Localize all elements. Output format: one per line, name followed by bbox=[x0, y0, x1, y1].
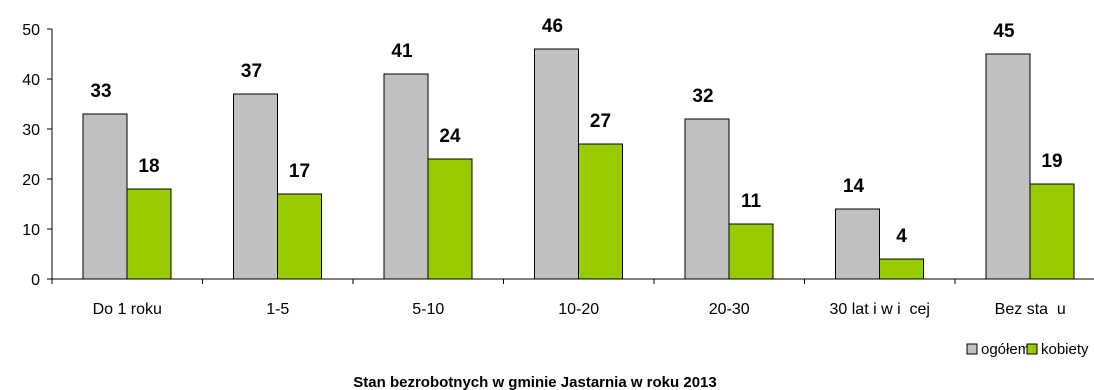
x-category-label: 1-5 bbox=[266, 301, 289, 318]
bar-ogolem bbox=[383, 73, 429, 280]
bar-kobiety bbox=[277, 193, 322, 280]
y-tick-label: 20 bbox=[22, 172, 40, 189]
data-label: 37 bbox=[241, 61, 262, 82]
data-label: 14 bbox=[843, 176, 865, 197]
bar-ogolem bbox=[534, 48, 579, 280]
legend-label: kobiety bbox=[1041, 341, 1089, 358]
x-category-label: 5-10 bbox=[412, 301, 444, 318]
y-tick-label: 0 bbox=[31, 272, 40, 289]
data-label: 33 bbox=[90, 81, 111, 102]
bar-kobiety bbox=[1029, 183, 1075, 280]
legend-swatch bbox=[1026, 343, 1038, 355]
y-tick-label: 10 bbox=[22, 222, 40, 239]
y-tick-label: 50 bbox=[22, 22, 40, 39]
bar-ogolem bbox=[82, 113, 128, 280]
data-label: 24 bbox=[439, 126, 461, 147]
bar-kobiety bbox=[728, 223, 774, 280]
x-category-label: 10-20 bbox=[558, 301, 599, 318]
data-label: 27 bbox=[590, 111, 611, 132]
x-category-label: Do 1 roku bbox=[93, 301, 162, 318]
x-category-label: 20-30 bbox=[709, 301, 750, 318]
bar-kobiety bbox=[126, 188, 172, 280]
bar-ogolem bbox=[684, 118, 730, 280]
data-label: 46 bbox=[542, 16, 563, 37]
bar-kobiety bbox=[427, 158, 473, 280]
chart-axes: 0 10 20 30 40 50 Do 1 roku 1-5 5-10 10-20 20-30 30 … bbox=[22, 22, 1094, 318]
data-label: 17 bbox=[289, 161, 310, 182]
bar-ogolem bbox=[985, 53, 1031, 280]
bar-ogolem bbox=[835, 208, 880, 280]
chart-data-labels: 33 37 41 46 32 14 45 18 17 24 27 11 4 19 bbox=[90, 16, 1062, 247]
chart-legend: ogółem kobiety bbox=[966, 341, 1089, 358]
chart-bars bbox=[82, 48, 1075, 280]
bar-ogolem bbox=[233, 93, 278, 280]
data-label: 19 bbox=[1041, 151, 1062, 172]
data-label: 4 bbox=[896, 226, 907, 247]
legend-label: ogółem bbox=[981, 341, 1030, 358]
data-label: 45 bbox=[993, 21, 1015, 42]
bar-kobiety bbox=[879, 258, 924, 280]
x-category-label: 30 lat i w i cej bbox=[830, 301, 930, 318]
x-category-label: Bez sta u bbox=[995, 301, 1066, 318]
legend-swatch bbox=[966, 343, 978, 355]
data-label: 32 bbox=[692, 86, 713, 107]
y-tick-label: 30 bbox=[22, 122, 40, 139]
bar-kobiety bbox=[578, 143, 623, 280]
data-label: 11 bbox=[741, 191, 762, 212]
y-tick-label: 40 bbox=[22, 72, 40, 89]
data-label: 41 bbox=[391, 41, 413, 62]
data-label: 18 bbox=[138, 156, 159, 177]
chart-title: Stan bezrobotnych w gminie Jastarnia w r… bbox=[353, 374, 716, 390]
